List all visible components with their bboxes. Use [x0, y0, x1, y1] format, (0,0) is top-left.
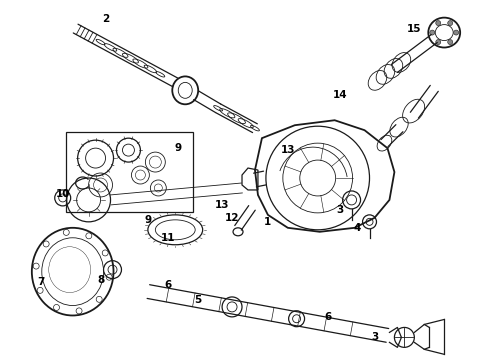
Text: 6: 6 [165, 280, 172, 289]
Bar [66, 132, 193, 212]
Text: 3: 3 [336, 205, 343, 215]
Circle shape [430, 30, 435, 35]
Text: 13: 13 [215, 200, 229, 210]
Circle shape [448, 40, 453, 45]
Text: 9: 9 [145, 215, 152, 225]
Text: 7: 7 [37, 276, 45, 287]
Text: 9: 9 [175, 143, 182, 153]
Text: 2: 2 [102, 14, 109, 24]
Text: 4: 4 [354, 223, 361, 233]
Text: 12: 12 [225, 213, 239, 223]
Text: 11: 11 [161, 233, 175, 243]
Circle shape [454, 30, 459, 35]
Circle shape [436, 21, 441, 26]
Text: 8: 8 [97, 275, 104, 285]
Circle shape [448, 21, 453, 26]
Text: 1: 1 [264, 217, 271, 227]
Text: 14: 14 [332, 90, 347, 100]
Text: 15: 15 [407, 24, 421, 33]
Text: 6: 6 [324, 312, 331, 323]
Text: 3: 3 [371, 332, 378, 342]
Text: 5: 5 [195, 294, 202, 305]
Text: 10: 10 [55, 189, 70, 199]
Text: 13: 13 [281, 145, 295, 155]
Circle shape [436, 40, 441, 45]
